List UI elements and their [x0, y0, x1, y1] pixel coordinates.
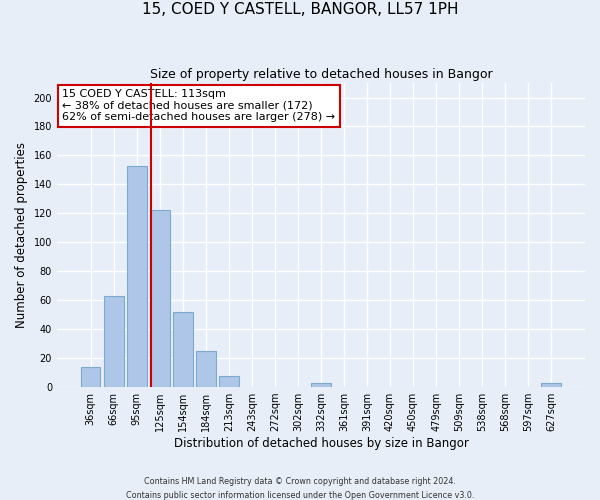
Bar [81, 367, 100, 387]
Bar [173, 312, 193, 387]
X-axis label: Distribution of detached houses by size in Bangor: Distribution of detached houses by size … [173, 437, 469, 450]
Bar [541, 382, 561, 387]
Text: 15 COED Y CASTELL: 113sqm
← 38% of detached houses are smaller (172)
62% of semi: 15 COED Y CASTELL: 113sqm ← 38% of detac… [62, 89, 335, 122]
Text: 15, COED Y CASTELL, BANGOR, LL57 1PH: 15, COED Y CASTELL, BANGOR, LL57 1PH [142, 2, 458, 18]
Bar [150, 210, 170, 387]
Y-axis label: Number of detached properties: Number of detached properties [15, 142, 28, 328]
Bar [196, 351, 215, 387]
Bar [127, 166, 146, 387]
Title: Size of property relative to detached houses in Bangor: Size of property relative to detached ho… [149, 68, 492, 80]
Bar [311, 382, 331, 387]
Text: Contains HM Land Registry data © Crown copyright and database right 2024.
Contai: Contains HM Land Registry data © Crown c… [126, 478, 474, 500]
Bar [104, 296, 124, 387]
Bar [219, 376, 239, 387]
